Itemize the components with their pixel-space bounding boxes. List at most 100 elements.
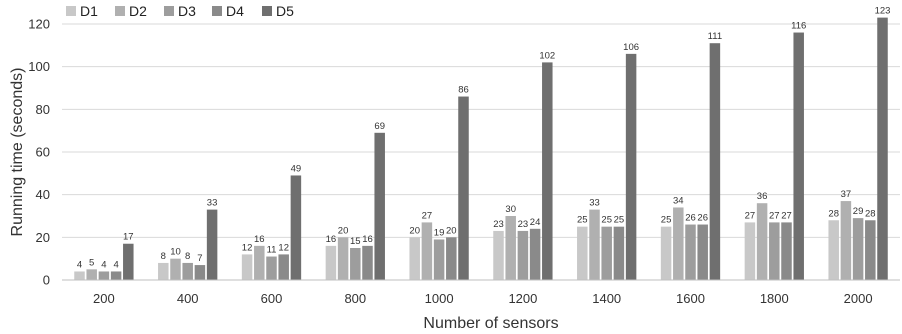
- x-axis-ticks: 200 400 600 800 1000 1200 1400 1600 1800 2000: [93, 291, 873, 306]
- bar-d4: [194, 265, 206, 280]
- data-label: 4: [101, 259, 106, 270]
- bar-d2: [505, 216, 516, 280]
- data-label: 4: [77, 259, 82, 270]
- bar-d4: [362, 245, 373, 280]
- x-tick-label: 1000: [425, 291, 454, 306]
- data-label: 17: [123, 232, 134, 243]
- data-label: 25: [577, 215, 588, 226]
- bar-d4: [613, 226, 625, 280]
- bar-d2: [86, 269, 97, 280]
- data-label: 106: [623, 42, 639, 53]
- data-label: 26: [685, 213, 696, 224]
- bar-d5: [123, 243, 134, 280]
- data-label: 28: [865, 208, 876, 219]
- bar-d1: [577, 226, 588, 280]
- legend-label-d2: D2: [129, 3, 147, 19]
- x-tick-label: 200: [93, 291, 115, 306]
- bar-d2: [756, 203, 768, 280]
- data-label: 27: [781, 210, 792, 221]
- bar-d3: [517, 230, 529, 280]
- bar-d2: [589, 209, 600, 280]
- legend-swatch-d2: [115, 6, 125, 16]
- data-label: 123: [875, 6, 891, 17]
- y-axis-title: Running time (seconds): [9, 68, 26, 237]
- bar-d4: [278, 254, 289, 280]
- data-label: 16: [326, 234, 337, 245]
- x-tick-label: 1200: [508, 291, 537, 306]
- data-label: 27: [769, 210, 780, 221]
- bar-d3: [601, 226, 612, 280]
- data-label: 111: [708, 31, 722, 42]
- bar-d3: [266, 256, 277, 280]
- legend-label-d4: D4: [226, 3, 244, 19]
- legend-label-d3: D3: [178, 3, 196, 19]
- data-label: 20: [338, 225, 349, 236]
- bar-d4: [781, 222, 792, 280]
- data-label: 5: [89, 257, 94, 268]
- legend-label-d5: D5: [276, 3, 294, 19]
- bar-d5: [625, 53, 637, 280]
- data-label: 69: [374, 121, 385, 132]
- data-label: 7: [197, 253, 202, 264]
- y-tick-label: 80: [36, 102, 50, 117]
- y-tick-label: 120: [28, 17, 50, 32]
- x-tick-label: 800: [344, 291, 366, 306]
- bar-d3: [350, 248, 361, 280]
- y-tick-label: 20: [36, 230, 50, 245]
- bar-d5: [290, 175, 302, 280]
- bar-d3: [685, 224, 696, 280]
- data-label: 4: [113, 259, 118, 270]
- x-tick-label: 600: [261, 291, 283, 306]
- x-axis-title: Number of sensors: [423, 315, 558, 332]
- bar-d4: [529, 228, 541, 280]
- bars: [74, 17, 888, 281]
- data-label: 34: [673, 195, 684, 206]
- data-label: 116: [791, 21, 806, 32]
- data-label: 15: [350, 236, 361, 247]
- data-label: 27: [422, 210, 433, 221]
- bar-d3: [98, 271, 110, 280]
- x-tick-label: 1800: [760, 291, 789, 306]
- bar-d1: [744, 222, 756, 280]
- data-label: 8: [161, 251, 166, 262]
- bar-d5: [709, 43, 721, 281]
- bar-d2: [170, 258, 181, 280]
- bar-d4: [446, 237, 457, 280]
- bar-d1: [241, 254, 253, 280]
- x-tick-label: 400: [177, 291, 199, 306]
- data-label: 29: [853, 206, 864, 217]
- bar-d1: [409, 237, 420, 280]
- bar-d2: [254, 245, 265, 280]
- data-label: 11: [267, 245, 277, 256]
- bar-d1: [493, 230, 504, 280]
- bar-d2: [421, 222, 433, 280]
- data-label: 37: [841, 189, 852, 200]
- bar-d4: [110, 271, 122, 280]
- data-label: 26: [697, 213, 708, 224]
- bar-d3: [182, 262, 193, 280]
- data-label: 23: [518, 219, 529, 230]
- data-label: 16: [362, 234, 373, 245]
- legend: D1 D2 D3 D4 D5: [66, 3, 294, 19]
- data-label: 8: [185, 251, 190, 262]
- bar-d1: [325, 245, 337, 280]
- y-tick-label: 60: [36, 145, 50, 160]
- data-label: 28: [828, 208, 839, 219]
- data-label: 30: [505, 204, 516, 215]
- y-tick-label: 100: [28, 59, 50, 74]
- data-label: 16: [254, 234, 265, 245]
- bar-d1: [74, 271, 85, 280]
- bar-d2: [337, 237, 349, 280]
- bar-d3: [852, 218, 864, 280]
- data-label: 12: [278, 242, 289, 253]
- data-label: 20: [409, 225, 420, 236]
- data-label: 25: [661, 215, 672, 226]
- data-label: 27: [745, 210, 756, 221]
- legend-swatch-d3: [164, 6, 174, 16]
- data-label: 49: [291, 163, 302, 174]
- data-label: 25: [614, 215, 625, 226]
- bar-d5: [542, 62, 553, 281]
- data-label: 20: [446, 225, 457, 236]
